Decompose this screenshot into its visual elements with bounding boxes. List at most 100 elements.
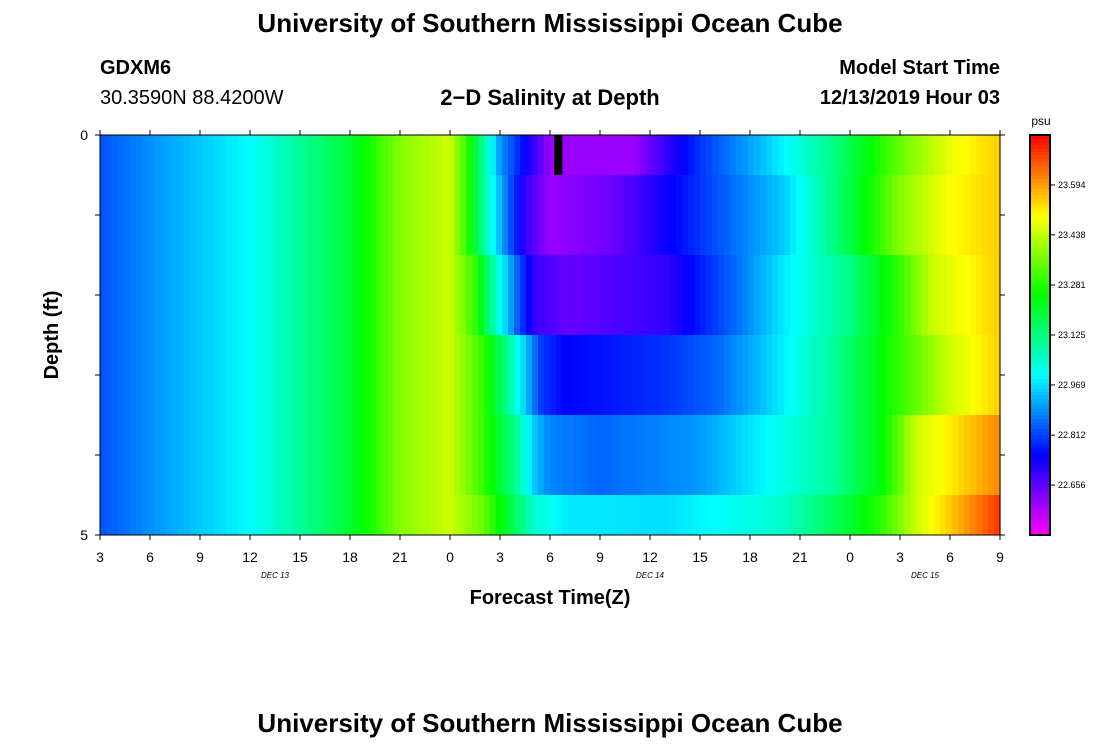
heatmap-cell bbox=[238, 135, 245, 175]
heatmap-cell bbox=[538, 415, 545, 495]
heatmap-cell bbox=[370, 495, 377, 535]
heatmap-cell bbox=[790, 415, 797, 495]
heatmap-cell bbox=[424, 495, 431, 535]
colorbar-segment bbox=[1030, 405, 1050, 409]
x-tick-label: 6 bbox=[546, 549, 554, 565]
heatmap-cell bbox=[952, 335, 959, 415]
heatmap-cell bbox=[244, 415, 251, 495]
heatmap-cell bbox=[190, 495, 197, 535]
heatmap-cell bbox=[268, 255, 275, 335]
heatmap-cell bbox=[502, 135, 509, 175]
heatmap-cell bbox=[712, 335, 719, 415]
heatmap-cell bbox=[682, 415, 689, 495]
heatmap-cell bbox=[310, 175, 317, 255]
chart-title: 2−D Salinity at Depth bbox=[440, 85, 660, 110]
heatmap-cell bbox=[796, 415, 803, 495]
colorbar-segment bbox=[1030, 315, 1050, 319]
heatmap-cell bbox=[982, 175, 989, 255]
heatmap-cell bbox=[262, 495, 269, 535]
heatmap-cell bbox=[280, 255, 287, 335]
heatmap-cell bbox=[502, 495, 509, 535]
heatmap-cell bbox=[268, 135, 275, 175]
x-tick-label: 0 bbox=[446, 549, 454, 565]
heatmap-cell bbox=[532, 415, 539, 495]
heatmap-cell bbox=[700, 135, 707, 175]
heatmap-cell bbox=[772, 415, 779, 495]
heatmap-cell bbox=[184, 255, 191, 335]
heatmap-cell bbox=[196, 135, 203, 175]
heatmap-cell bbox=[850, 175, 857, 255]
heatmap-cell bbox=[142, 415, 149, 495]
heatmap-cell bbox=[940, 415, 947, 495]
heatmap-cell bbox=[466, 495, 473, 535]
heatmap-cell bbox=[790, 495, 797, 535]
heatmap-cell bbox=[844, 415, 851, 495]
heatmap-cell bbox=[340, 415, 347, 495]
heatmap-cell bbox=[652, 255, 659, 335]
heatmap-cell bbox=[814, 335, 821, 415]
colorbar-segment bbox=[1030, 185, 1050, 189]
heatmap-cell bbox=[298, 175, 305, 255]
colorbar-segment bbox=[1030, 465, 1050, 469]
heatmap-cell bbox=[142, 495, 149, 535]
heatmap-cell bbox=[514, 175, 521, 255]
heatmap-cell bbox=[310, 415, 317, 495]
heatmap-cell bbox=[622, 335, 629, 415]
heatmap-cell bbox=[334, 415, 341, 495]
heatmap-cell bbox=[196, 175, 203, 255]
heatmap-cell bbox=[988, 135, 995, 175]
heatmap-cell bbox=[550, 335, 557, 415]
heatmap-cell bbox=[430, 135, 437, 175]
colorbar-segment bbox=[1030, 311, 1050, 316]
colorbar-segment bbox=[1030, 271, 1050, 276]
heatmap-cell bbox=[316, 415, 323, 495]
heatmap-cell bbox=[226, 135, 233, 175]
heatmap-cell bbox=[304, 255, 311, 335]
heatmap-cell bbox=[838, 135, 845, 175]
colorbar-segment bbox=[1030, 298, 1050, 303]
heatmap-cell bbox=[664, 335, 671, 415]
heatmap-cell bbox=[148, 335, 155, 415]
heatmap-cell bbox=[382, 255, 389, 335]
heatmap-cell bbox=[118, 415, 125, 495]
heatmap-cell bbox=[958, 175, 965, 255]
heatmap-cell bbox=[304, 495, 311, 535]
heatmap-cell bbox=[214, 335, 221, 415]
heatmap-cell bbox=[568, 175, 575, 255]
heatmap-cell bbox=[406, 335, 413, 415]
heatmap-cell bbox=[754, 135, 761, 175]
x-tick-label: 6 bbox=[146, 549, 154, 565]
heatmap-cell bbox=[748, 175, 755, 255]
heatmap-cell bbox=[934, 135, 941, 175]
heatmap-cell bbox=[292, 175, 299, 255]
heatmap-cell bbox=[664, 495, 671, 535]
colorbar-tick-label: 23.438 bbox=[1058, 230, 1086, 240]
heatmap-cell bbox=[784, 495, 791, 535]
heatmap-cell bbox=[310, 255, 317, 335]
heatmap-cell bbox=[112, 135, 119, 175]
heatmap-cell bbox=[748, 415, 755, 495]
heatmap-cell bbox=[730, 495, 737, 535]
colorbar-segment bbox=[1030, 481, 1050, 486]
colorbar-segment bbox=[1030, 225, 1050, 229]
heatmap-cell bbox=[826, 135, 833, 175]
heatmap-cell bbox=[274, 135, 281, 175]
heatmap-cell bbox=[556, 415, 563, 495]
colorbar-segment bbox=[1030, 241, 1050, 246]
heatmap-cell bbox=[286, 335, 293, 415]
heatmap-cell bbox=[796, 135, 803, 175]
heatmap-cell bbox=[358, 415, 365, 495]
heatmap-cell bbox=[322, 255, 329, 335]
heatmap-cell bbox=[832, 415, 839, 495]
heatmap-cell bbox=[526, 175, 533, 255]
heatmap-cell bbox=[364, 175, 371, 255]
heatmap-cell bbox=[196, 335, 203, 415]
colorbar-segment bbox=[1030, 325, 1050, 329]
heatmap-cell bbox=[472, 175, 479, 255]
colorbar-segment bbox=[1030, 171, 1050, 176]
heatmap-cell bbox=[628, 495, 635, 535]
heatmap-cell bbox=[430, 495, 437, 535]
heatmap-cell bbox=[628, 255, 635, 335]
heatmap-cell bbox=[412, 415, 419, 495]
colorbar-segment bbox=[1030, 291, 1050, 296]
